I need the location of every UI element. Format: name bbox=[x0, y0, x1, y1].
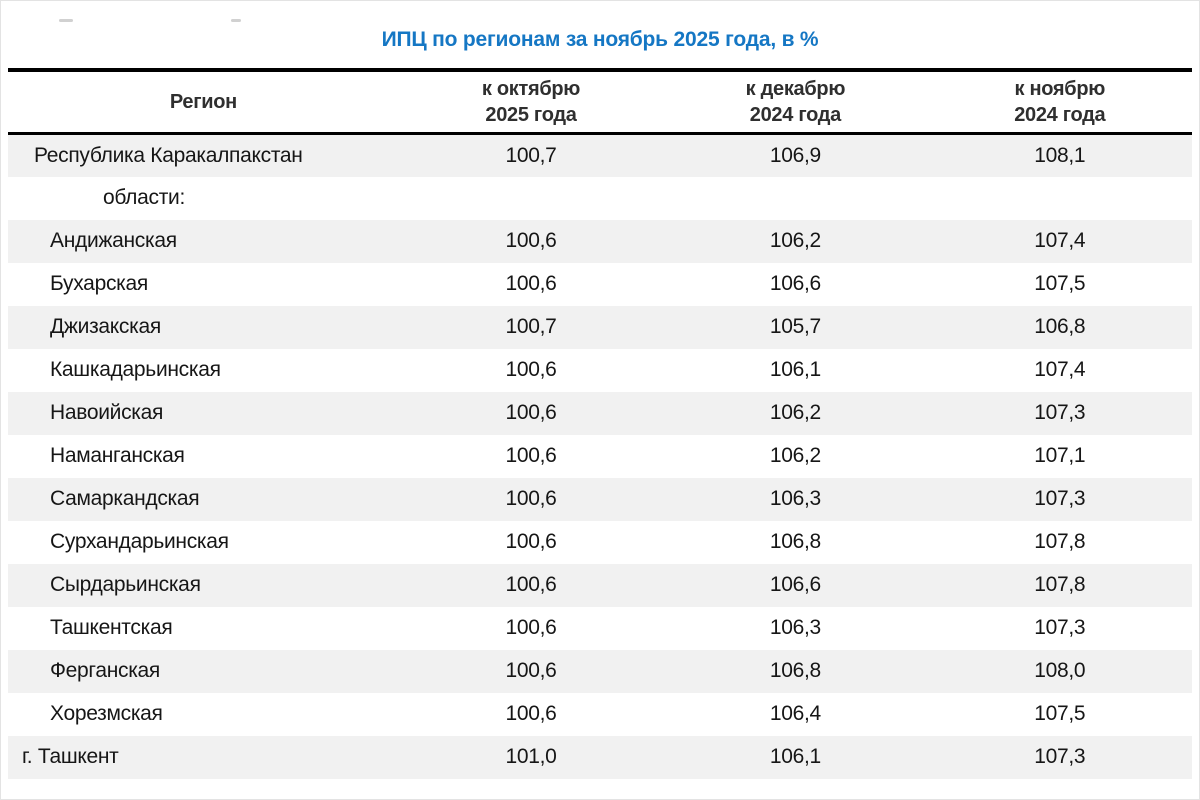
region-name: Кашкадарьинская bbox=[50, 358, 221, 381]
column-header-to-october-2025-line2: 2025 года bbox=[485, 104, 577, 126]
table-row: Ферганская 100,6 106,8 108,0 bbox=[8, 649, 1192, 693]
value-to-december-2024: 106,1 bbox=[769, 358, 821, 381]
column-header-to-december-2024: к декабрю 2024 года bbox=[663, 68, 928, 135]
region-name: Ташкентская bbox=[50, 616, 173, 639]
table-row: Навоийская 100,6 106,2 107,3 bbox=[8, 391, 1192, 435]
value-to-november-2024: 108,1 bbox=[1034, 143, 1086, 167]
table-header: Регион к октябрю 2025 года к декабрю 202… bbox=[8, 68, 1192, 135]
value-to-december-2024 bbox=[663, 177, 927, 220]
value-to-october-2025: 101,0 bbox=[505, 745, 557, 768]
value-to-october-2025: 100,7 bbox=[505, 143, 557, 167]
value-to-november-2024: 107,5 bbox=[1034, 272, 1086, 295]
value-to-november-2024: 107,1 bbox=[1034, 444, 1086, 467]
column-header-to-november-2024: к ноябрю 2024 года bbox=[927, 68, 1192, 135]
column-header-to-october-2025: к октябрю 2025 года bbox=[398, 68, 664, 135]
region-name: Ферганская bbox=[50, 659, 160, 682]
table-row: Андижанская 100,6 106,2 107,4 bbox=[8, 219, 1192, 263]
value-to-november-2024: 107,8 bbox=[1034, 573, 1086, 596]
table-row: Бухарская 100,6 106,6 107,5 bbox=[8, 263, 1192, 306]
value-to-december-2024: 106,6 bbox=[769, 573, 821, 596]
cpi-regions-table: Регион к октябрю 2025 года к декабрю 202… bbox=[8, 68, 1192, 779]
table-row: Джизакская 100,7 105,7 106,8 bbox=[8, 305, 1192, 349]
table-body: Республика Каракалпакстан 100,7 106,9 10… bbox=[8, 133, 1192, 779]
column-header-to-november-2024-line2: 2024 года bbox=[1014, 104, 1106, 126]
table-row: Кашкадарьинская 100,6 106,1 107,4 bbox=[8, 349, 1192, 392]
region-name: Сурхандарьинская bbox=[50, 530, 229, 553]
column-header-region-line1: Регион bbox=[169, 91, 237, 113]
table-row: Сырдарьинская 100,6 106,6 107,8 bbox=[8, 563, 1192, 607]
column-header-to-december-2024-line1: к декабрю bbox=[745, 78, 846, 100]
value-to-october-2025: 100,6 bbox=[505, 573, 557, 596]
value-to-november-2024: 107,3 bbox=[1034, 616, 1086, 639]
region-name: Наманганская bbox=[50, 444, 185, 467]
value-to-december-2024: 105,7 bbox=[769, 315, 821, 338]
value-to-october-2025 bbox=[399, 177, 663, 220]
region-name: г. Ташкент bbox=[22, 745, 119, 768]
region-name: Сырдарьинская bbox=[50, 573, 201, 596]
value-to-october-2025: 100,6 bbox=[505, 229, 557, 252]
value-to-december-2024: 106,1 bbox=[769, 745, 821, 768]
value-to-november-2024: 106,8 bbox=[1034, 315, 1086, 338]
value-to-november-2024: 108,0 bbox=[1034, 659, 1086, 682]
value-to-october-2025: 100,6 bbox=[505, 616, 557, 639]
value-to-october-2025: 100,6 bbox=[505, 530, 557, 553]
table-header-row: Регион к октябрю 2025 года к декабрю 202… bbox=[8, 68, 1192, 135]
value-to-october-2025: 100,6 bbox=[505, 272, 557, 295]
region-name: Андижанская bbox=[50, 229, 177, 252]
value-to-november-2024: 107,3 bbox=[1034, 401, 1086, 424]
region-name: Джизакская bbox=[50, 315, 161, 338]
smudge-mark-right bbox=[231, 19, 241, 22]
value-to-october-2025: 100,6 bbox=[505, 487, 557, 510]
smudge-mark-left bbox=[59, 19, 73, 22]
value-to-december-2024: 106,2 bbox=[769, 444, 821, 467]
column-header-region: Регион bbox=[8, 68, 399, 135]
table-row: Самаркандская 100,6 106,3 107,3 bbox=[8, 477, 1192, 521]
value-to-december-2024: 106,6 bbox=[769, 272, 821, 295]
table-row: Наманганская 100,6 106,2 107,1 bbox=[8, 435, 1192, 478]
region-name: Республика Каракалпакстан bbox=[34, 143, 303, 167]
value-to-november-2024: 107,3 bbox=[1034, 745, 1086, 768]
value-to-november-2024: 107,4 bbox=[1034, 358, 1086, 381]
value-to-december-2024: 106,3 bbox=[769, 616, 821, 639]
value-to-december-2024: 106,2 bbox=[769, 401, 821, 424]
page-title: ИПЦ по регионам за ноябрь 2025 года, в % bbox=[381, 28, 819, 51]
value-to-november-2024: 107,4 bbox=[1034, 229, 1086, 252]
value-to-november-2024: 107,3 bbox=[1034, 487, 1086, 510]
value-to-october-2025: 100,6 bbox=[505, 659, 557, 682]
table-row: Хорезмская 100,6 106,4 107,5 bbox=[8, 693, 1192, 736]
table-row: г. Ташкент 101,0 106,1 107,3 bbox=[8, 735, 1192, 779]
value-to-october-2025: 100,6 bbox=[505, 702, 557, 725]
value-to-november-2024 bbox=[928, 177, 1192, 220]
value-to-december-2024: 106,8 bbox=[769, 530, 821, 553]
region-name: Навоийская bbox=[50, 401, 164, 424]
table-row: области: bbox=[8, 177, 1192, 220]
column-header-to-november-2024-line1: к ноябрю bbox=[1014, 78, 1106, 100]
value-to-november-2024: 107,8 bbox=[1034, 530, 1086, 553]
column-header-to-october-2025-line1: к октябрю bbox=[481, 78, 581, 100]
value-to-october-2025: 100,6 bbox=[505, 444, 557, 467]
value-to-december-2024: 106,3 bbox=[769, 487, 821, 510]
region-name: Бухарская bbox=[50, 272, 148, 295]
region-name: Самаркандская bbox=[50, 487, 200, 510]
region-name: области: bbox=[103, 186, 185, 209]
value-to-december-2024: 106,2 bbox=[769, 229, 821, 252]
value-to-december-2024: 106,8 bbox=[769, 659, 821, 682]
table-row: Ташкентская 100,6 106,3 107,3 bbox=[8, 607, 1192, 650]
value-to-october-2025: 100,6 bbox=[505, 401, 557, 424]
region-name: Хорезмская bbox=[50, 702, 163, 725]
value-to-november-2024: 107,5 bbox=[1034, 702, 1086, 725]
value-to-december-2024: 106,9 bbox=[769, 143, 821, 167]
table-row: Сурхандарьинская 100,6 106,8 107,8 bbox=[8, 521, 1192, 564]
value-to-october-2025: 100,7 bbox=[505, 315, 557, 338]
value-to-december-2024: 106,4 bbox=[769, 702, 821, 725]
table-row: Республика Каракалпакстан 100,7 106,9 10… bbox=[8, 133, 1192, 177]
column-header-to-december-2024-line2: 2024 года bbox=[749, 104, 841, 126]
value-to-october-2025: 100,6 bbox=[505, 358, 557, 381]
